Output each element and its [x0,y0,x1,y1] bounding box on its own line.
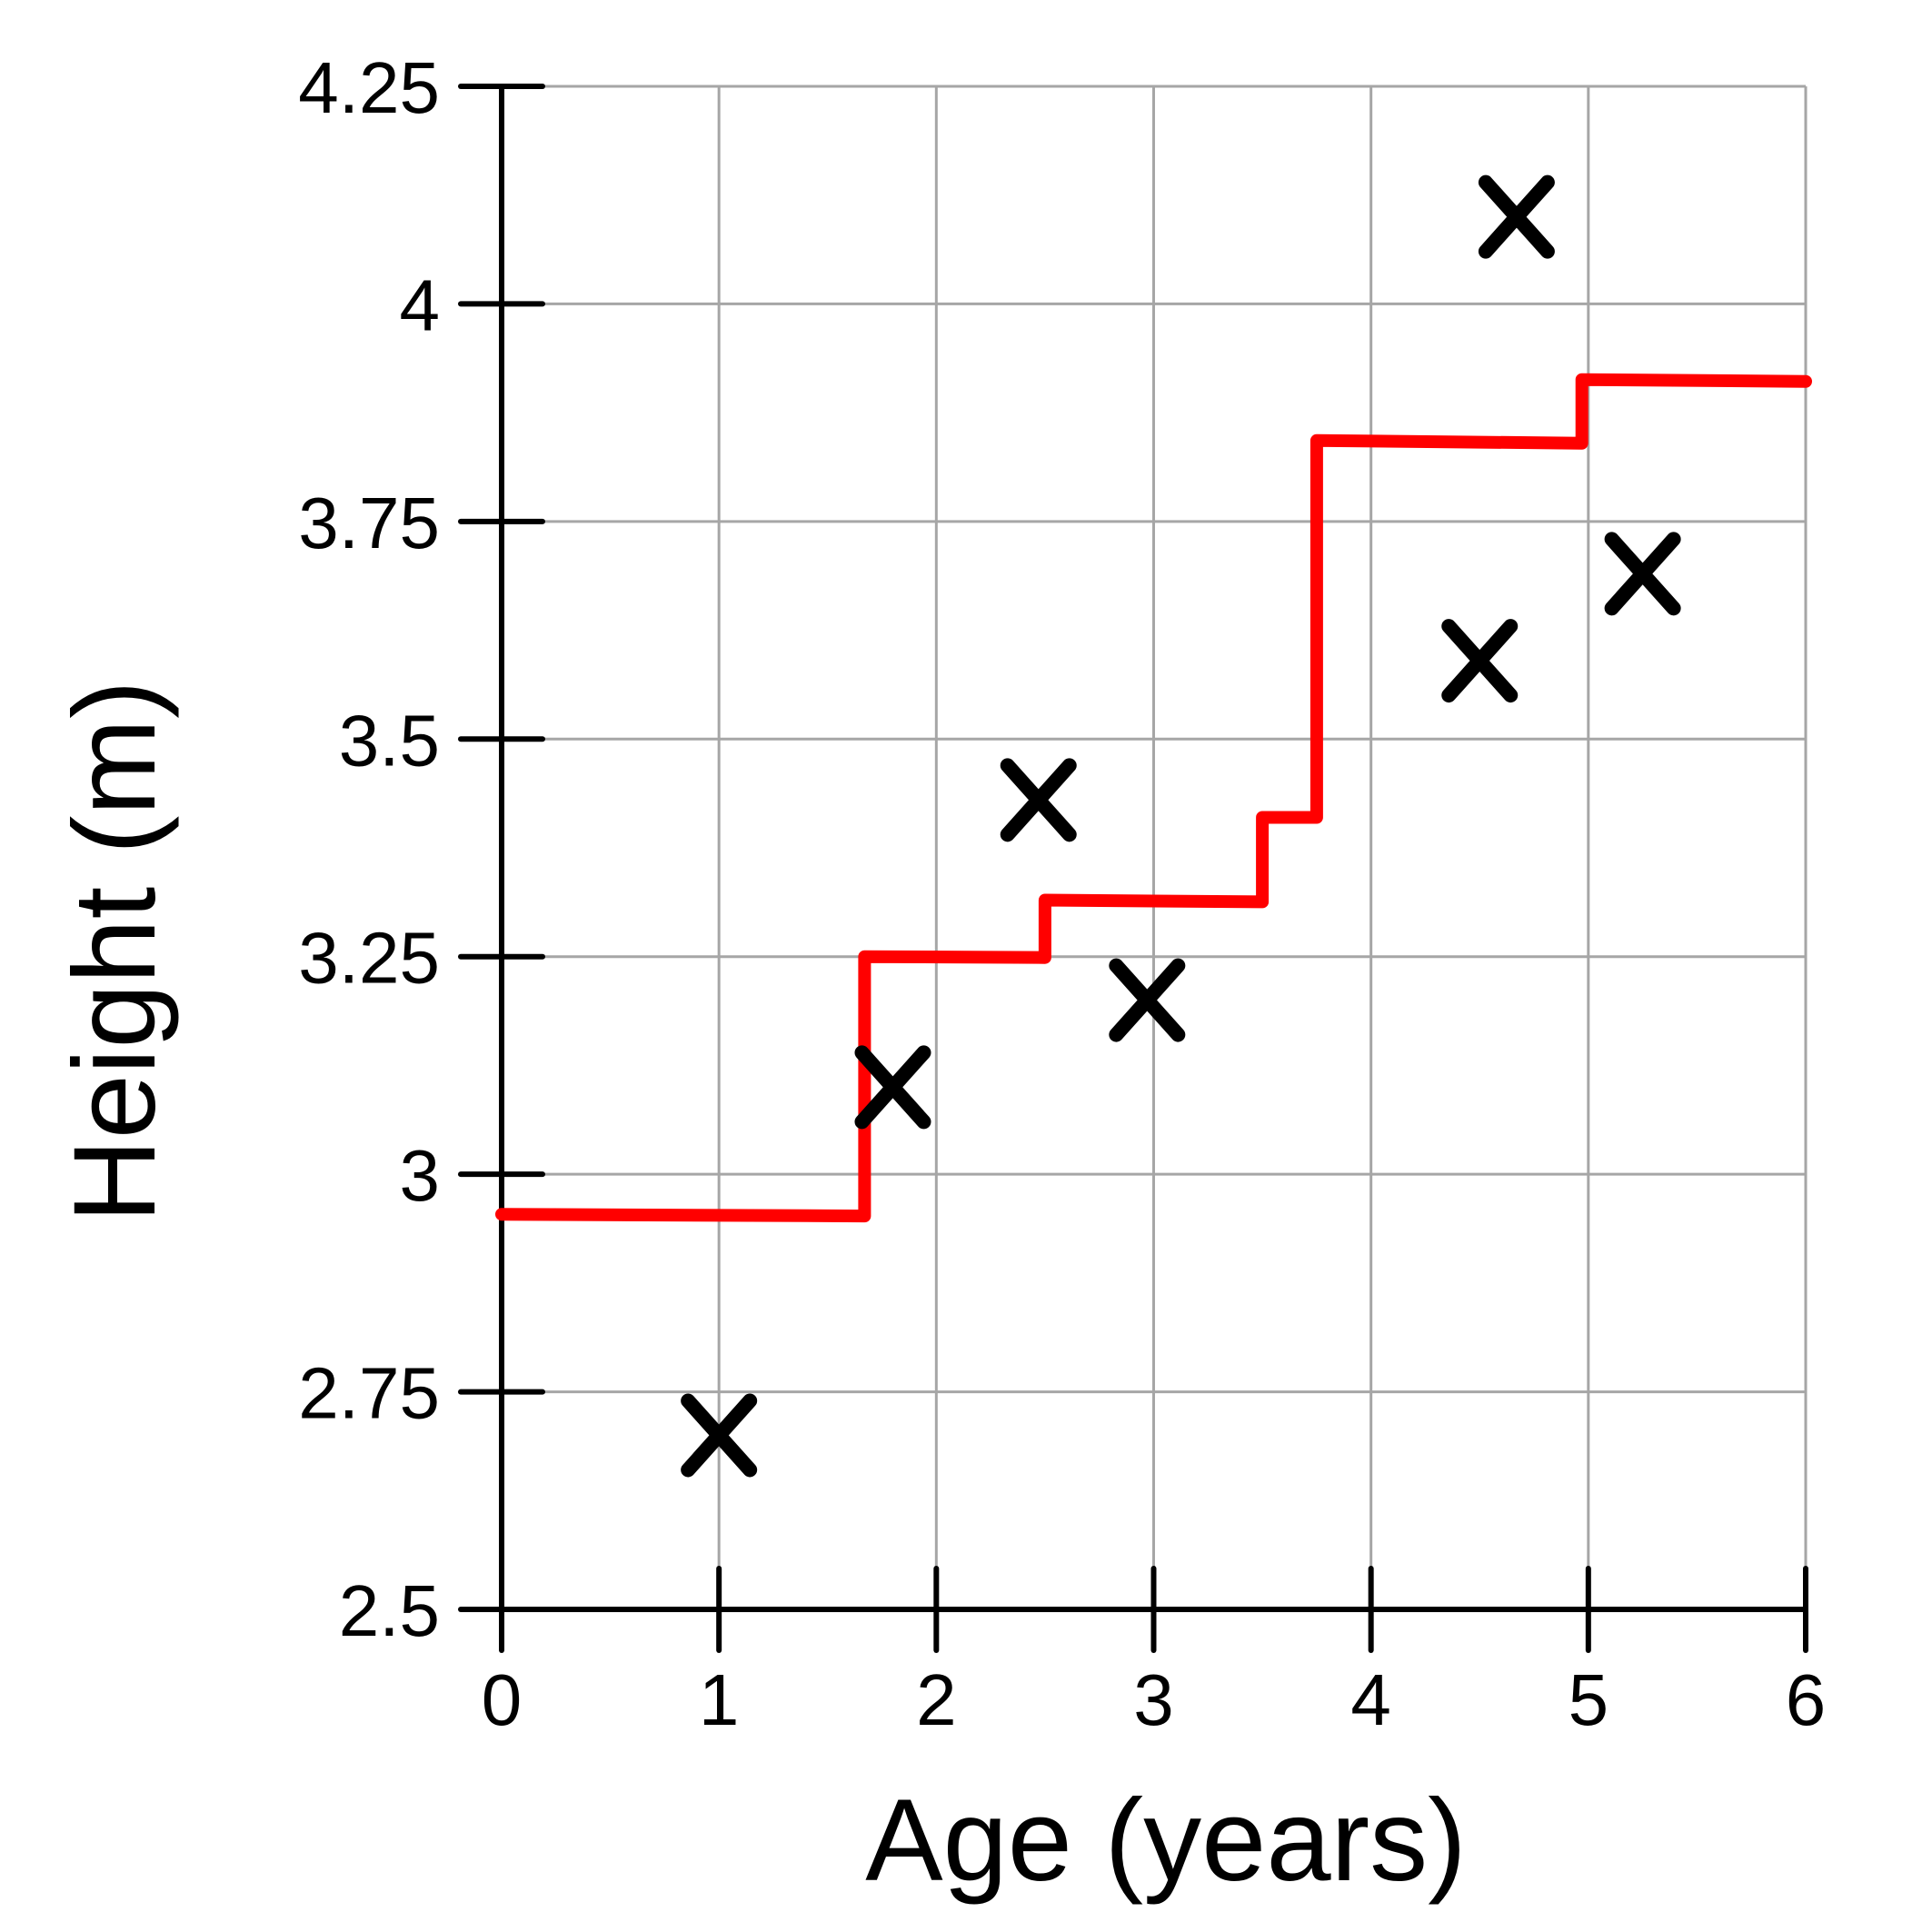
data-point [1604,532,1681,616]
x-tick-label: 5 [1569,1659,1609,1740]
y-tick-label: 4.25 [298,47,440,128]
series [495,174,1812,1478]
x-tick-label: 6 [1786,1659,1827,1740]
y-tick-label: 2.75 [298,1353,440,1434]
y-tick-label: 3 [400,1135,441,1216]
step-line [495,373,1812,1223]
x-axis-title: Age (years) [865,1776,1467,1906]
data-point [1441,619,1519,703]
x-ticks: 0 1 2 3 4 5 6 [482,1566,1827,1740]
data-point [1478,174,1555,259]
x-tick-label: 1 [699,1659,740,1740]
data-point [681,1393,758,1478]
data-point [854,1045,931,1130]
x-tick-label: 4 [1350,1659,1391,1740]
x-tick-label: 3 [1133,1659,1174,1740]
y-ticks: 2.5 2.75 3 3.25 3.5 3.75 4 4.25 [298,47,545,1651]
y-tick-label: 3.5 [339,700,440,781]
y-tick-label: 3.75 [298,483,440,563]
y-axis-title: Height (m) [50,680,180,1222]
data-point [1000,758,1077,842]
y-tick-label: 2.5 [339,1570,440,1651]
grid [502,85,1808,1609]
y-tick-label: 4 [400,264,441,345]
y-tick-label: 3.25 [298,918,440,999]
data-point [1109,958,1186,1042]
x-tick-label: 2 [916,1659,957,1740]
x-tick-label: 0 [482,1659,523,1740]
